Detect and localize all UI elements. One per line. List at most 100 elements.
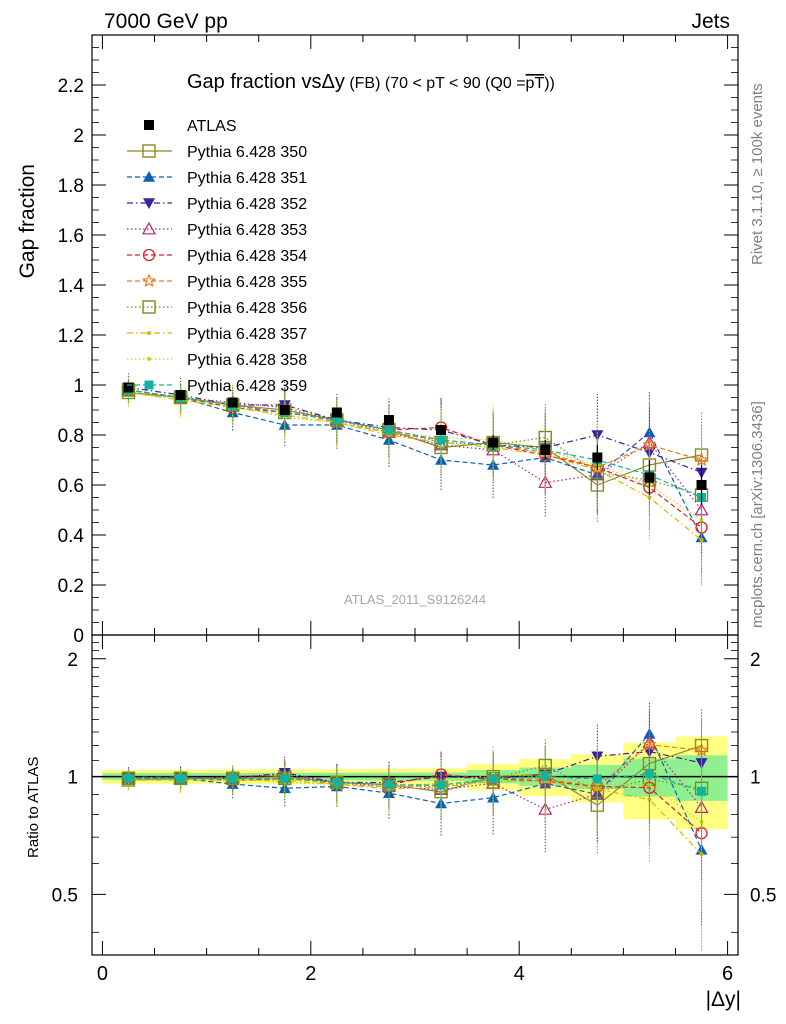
ratio-tick-label: 1: [67, 768, 78, 789]
series-line: [128, 391, 702, 486]
x-tick-label: 2: [305, 963, 316, 985]
legend-entry-3: Pythia 6.428 352: [127, 196, 307, 213]
ratio-series-2: [122, 701, 708, 951]
ratio-panel: 0.5 0.5 1 1 2 2 0 2 4 6 Ratio to ATLAS |Δy|: [25, 35, 776, 1011]
ratio-series-10: [123, 735, 707, 856]
ratio-tick-label-right: 0.5: [750, 885, 776, 906]
data-point: [143, 198, 155, 209]
legend-label: Pythia 6.428 353: [187, 222, 307, 239]
x-tick-label: 6: [722, 963, 733, 985]
y-tick-label: 1.8: [58, 176, 84, 197]
data-point: [647, 797, 652, 802]
legend-label: Pythia 6.428 355: [187, 274, 307, 291]
data-point: [592, 774, 602, 784]
ratio-band-outer: [102, 736, 728, 830]
data-point: [540, 772, 550, 782]
series-9: [126, 378, 704, 567]
y-tick-label: 1: [73, 376, 84, 397]
atlas-data-point: [123, 382, 134, 393]
header-jets-label: Jets: [691, 10, 730, 33]
legend-atlas-marker: [144, 120, 154, 130]
data-point: [141, 273, 157, 288]
atlas-data-point: [488, 437, 499, 448]
legend-label: Pythia 6.428 357: [187, 326, 307, 343]
data-point: [142, 248, 156, 262]
legend: ATLAS Pythia 6.428 350 Pythia 6.428 351 Pyt…: [127, 118, 307, 395]
data-point: [123, 773, 133, 783]
data-point: [488, 774, 498, 784]
y-tick-label: 2.2: [58, 76, 84, 97]
atlas-data-point: [644, 472, 655, 483]
data-point: [332, 777, 342, 787]
series-5: [122, 378, 708, 573]
y-tick-label: 1.6: [58, 226, 84, 247]
ratio-line: [128, 750, 702, 784]
data-point: [384, 780, 394, 790]
y-tick-label: 2: [73, 126, 84, 147]
series-line: [128, 391, 702, 521]
atlas-data-point: [540, 445, 551, 455]
main-y-axis: 0 0.2 0.4 0.6 0.8 1 1.2 1.4 1.6 1.8 2 2.2: [58, 34, 738, 647]
data-point: [143, 171, 155, 182]
atlas-data-point: [696, 480, 707, 490]
chart-title-main: Gap fraction vs: [187, 71, 322, 93]
data-point: [280, 773, 290, 783]
data-point: [644, 769, 654, 779]
data-point: [436, 780, 446, 790]
data-point: [436, 435, 446, 445]
ratio-tick-label-right: 1: [750, 768, 761, 789]
x-tick-label: 4: [514, 963, 525, 985]
data-point: [384, 425, 394, 435]
y-tick-label: 0.2: [58, 576, 84, 597]
legend-label: Pythia 6.428 354: [187, 248, 307, 265]
legend-label: Pythia 6.428 350: [187, 144, 307, 161]
data-point: [176, 773, 186, 783]
data-point: [142, 300, 156, 314]
data-point: [228, 773, 238, 783]
y-tick-label: 0: [73, 626, 84, 647]
ratio-line: [128, 744, 702, 788]
ratio-tick-label: 0.5: [52, 885, 78, 906]
legend-entry-9: Pythia 6.428 358: [127, 352, 307, 369]
legend-entry-0: ATLAS: [144, 118, 237, 135]
legend-entry-8: Pythia 6.428 357: [127, 326, 307, 343]
legend-label: Pythia 6.428 351: [187, 170, 307, 187]
main-panel: 0 0.2 0.4 0.6 0.8 1 1.2 1.4 1.6 1.8 2 2.2 Gap fract…: [16, 34, 739, 647]
chart-title-close: )): [544, 75, 555, 92]
series-3: [122, 373, 708, 520]
ratio-tick-label-right: 2: [750, 650, 761, 671]
chart-title-rest: (FB) (70 < pT < 90 (Q0 =: [345, 75, 526, 92]
series-line: [128, 389, 702, 528]
x-tick-label: 0: [97, 963, 108, 985]
data-point: [694, 742, 709, 757]
header-energy-label: 7000 GeV pp: [104, 10, 228, 33]
legend-label: Pythia 6.428 352: [187, 196, 307, 213]
data-point: [141, 221, 157, 235]
data-point: [647, 782, 652, 787]
chart-title-y: y: [335, 71, 345, 93]
atlas-data-point: [331, 407, 342, 418]
x-axis-label: |Δy|: [706, 988, 741, 1011]
series-line: [128, 389, 702, 499]
data-point: [590, 467, 605, 481]
y-tick-label: 0.6: [58, 476, 84, 497]
y-tick-label: 1.4: [58, 276, 85, 297]
ratio-y-axis-label: Ratio to ATLAS: [25, 757, 42, 858]
y-tick-label: 0.8: [58, 426, 84, 447]
legend-entry-5: Pythia 6.428 354: [127, 248, 307, 265]
legend-entry-2: Pythia 6.428 351: [127, 170, 307, 187]
atlas-data-point: [279, 405, 290, 415]
atlas-data-point: [436, 425, 447, 435]
data-point: [144, 380, 154, 390]
y-tick-label: 1.2: [58, 326, 84, 347]
series-8: [126, 380, 704, 585]
atlas-data-point: [227, 397, 238, 408]
legend-entry-4: Pythia 6.428 353: [127, 221, 307, 239]
atlas-data-point: [383, 415, 394, 425]
series-2: [122, 378, 708, 583]
ratio-y-axis: 0.5 0.5 1 1 2 2: [52, 642, 776, 933]
watermark: ATLAS_2011_S9126244: [344, 592, 486, 607]
series-line: [128, 391, 702, 541]
data-point: [697, 786, 707, 796]
